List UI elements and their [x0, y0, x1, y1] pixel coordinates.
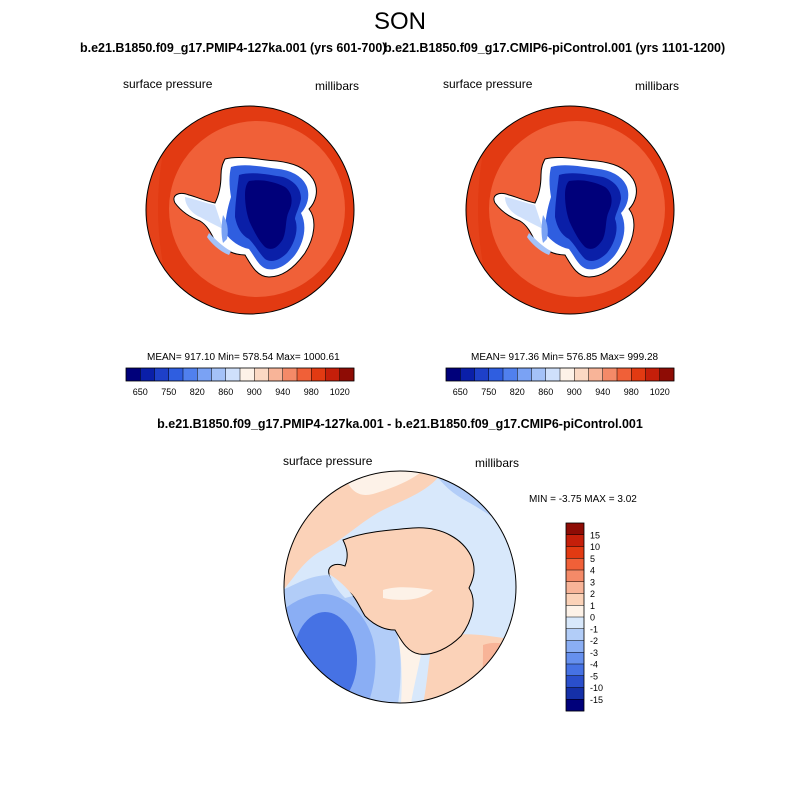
- panel-right-map: [465, 105, 675, 315]
- colorbar-tick-label: 1020: [650, 387, 670, 397]
- colorbar-swatch: [560, 368, 575, 381]
- colorbar-tick-label: 1020: [330, 387, 350, 397]
- colorbar-swatch: [566, 652, 584, 665]
- colorbar-swatch: [566, 628, 584, 641]
- colorbar-swatch: [517, 368, 532, 381]
- colorbar-tick-label: 750: [161, 387, 176, 397]
- colorbar-swatch: [254, 368, 269, 381]
- colorbar-tick-label: 980: [624, 387, 639, 397]
- panel-right-stats: MEAN= 917.36 Min= 576.85 Max= 999.28: [471, 352, 659, 363]
- colorbar-swatch: [211, 368, 227, 381]
- figure-title: SON: [373, 8, 426, 35]
- colorbar-tick-label: 940: [275, 387, 290, 397]
- colorbar-tick-label: -10: [590, 683, 603, 693]
- colorbar-swatch: [488, 368, 504, 381]
- colorbar-swatch: [566, 675, 584, 688]
- colorbar-swatch: [566, 581, 584, 594]
- colorbar-swatch: [566, 687, 584, 700]
- colorbar-tick-label: 10: [590, 542, 600, 552]
- difference-minmax: MIN = -3.75 MAX = 3.02: [529, 494, 637, 505]
- colorbar-swatch: [446, 368, 461, 381]
- colorbar-swatch: [474, 368, 490, 381]
- colorbar-tick-label: 4: [590, 566, 595, 576]
- panel-left-variable-label: surface pressure: [123, 77, 213, 91]
- panel-left-title: b.e21.B1850.f09_g17.PMIP4-127ka.001 (yrs…: [80, 41, 387, 55]
- colorbar-tick-label: -1: [590, 624, 598, 634]
- colorbar-swatch: [168, 368, 184, 381]
- colorbar-tick-label: 900: [567, 387, 582, 397]
- colorbar-tick-label: -2: [590, 636, 598, 646]
- colorbar-tick-label: 15: [590, 530, 600, 540]
- colorbar-tick-label: -4: [590, 660, 598, 670]
- colorbar-swatch: [566, 617, 584, 630]
- colorbar-swatch: [282, 368, 298, 381]
- colorbar-swatch: [197, 368, 212, 381]
- colorbar-swatch: [631, 368, 646, 381]
- panel-right-units-label: millibars: [635, 79, 680, 93]
- colorbar-swatch: [566, 699, 584, 712]
- colorbar-swatch: [602, 368, 618, 381]
- colorbar-swatch: [325, 368, 341, 381]
- colorbar-swatch: [566, 546, 584, 559]
- colorbar-swatch: [126, 368, 141, 381]
- colorbar-swatch: [566, 534, 584, 547]
- panel-right-title: b.e21.B1850.f09_g17.CMIP6-piControl.001 …: [384, 41, 726, 55]
- colorbar-swatch: [566, 593, 584, 606]
- colorbar-tick-label: 900: [247, 387, 262, 397]
- colorbar-tick-label: -15: [590, 695, 603, 705]
- colorbar-swatch: [140, 368, 155, 381]
- colorbar-tick-label: 5: [590, 554, 595, 564]
- colorbar-swatch: [545, 368, 561, 381]
- colorbar-swatch: [566, 640, 584, 653]
- panel-left-stats: MEAN= 917.10 Min= 578.54 Max= 1000.61: [147, 352, 340, 363]
- colorbar-swatch: [339, 368, 355, 381]
- colorbar-tick-label: 0: [590, 613, 595, 623]
- colorbar-tick-label: 3: [590, 577, 595, 587]
- colorbar-swatch: [154, 368, 170, 381]
- colorbar-swatch: [503, 368, 518, 381]
- colorbar-swatch: [566, 605, 584, 618]
- colorbar-swatch: [297, 368, 312, 381]
- colorbar-swatch: [566, 523, 584, 536]
- colorbar-swatch: [531, 368, 547, 381]
- colorbar-swatch: [311, 368, 326, 381]
- colorbar-tick-label: 750: [481, 387, 496, 397]
- colorbar-tick-label: 650: [453, 387, 468, 397]
- colorbar-swatch: [566, 570, 584, 583]
- colorbar-swatch: [617, 368, 632, 381]
- colorbar-swatch: [574, 368, 589, 381]
- colorbar-tick-label: 820: [510, 387, 525, 397]
- panel-left-units-label: millibars: [315, 79, 360, 93]
- colorbar-tick-label: 1: [590, 601, 595, 611]
- colorbar-swatch: [588, 368, 604, 381]
- colorbar-tick-label: 650: [133, 387, 148, 397]
- colorbar-swatch: [268, 368, 284, 381]
- colorbar-tick-label: -3: [590, 648, 598, 658]
- colorbar-tick-label: 980: [304, 387, 319, 397]
- colorbar-swatch: [659, 368, 675, 381]
- difference-map: [283, 470, 517, 704]
- colorbar-swatch: [566, 558, 584, 571]
- colorbar-swatch: [183, 368, 198, 381]
- panel-right-variable-label: surface pressure: [443, 77, 533, 91]
- difference-variable-label: surface pressure: [283, 454, 373, 468]
- panel-left-map: [145, 105, 355, 315]
- colorbar-swatch: [645, 368, 661, 381]
- colorbar-swatch: [225, 368, 241, 381]
- colorbar-tick-label: 860: [218, 387, 233, 397]
- colorbar-tick-label: 860: [538, 387, 553, 397]
- difference-units-label: millibars: [475, 456, 520, 470]
- colorbar-tick-label: 2: [590, 589, 595, 599]
- colorbar-swatch: [240, 368, 255, 381]
- colorbar-left: 650 750 820 860 900 940 980 1020: [125, 367, 355, 397]
- difference-title: b.e21.B1850.f09_g17.PMIP4-127ka.001 - b.…: [157, 417, 643, 431]
- colorbar-tick-label: 940: [595, 387, 610, 397]
- colorbar-swatch: [566, 664, 584, 677]
- colorbar-right: 650 750 820 860 900 940 980 1020: [445, 367, 675, 397]
- colorbar-tick-label: -5: [590, 671, 598, 681]
- colorbar-swatch: [460, 368, 475, 381]
- colorbar-tick-label: 820: [190, 387, 205, 397]
